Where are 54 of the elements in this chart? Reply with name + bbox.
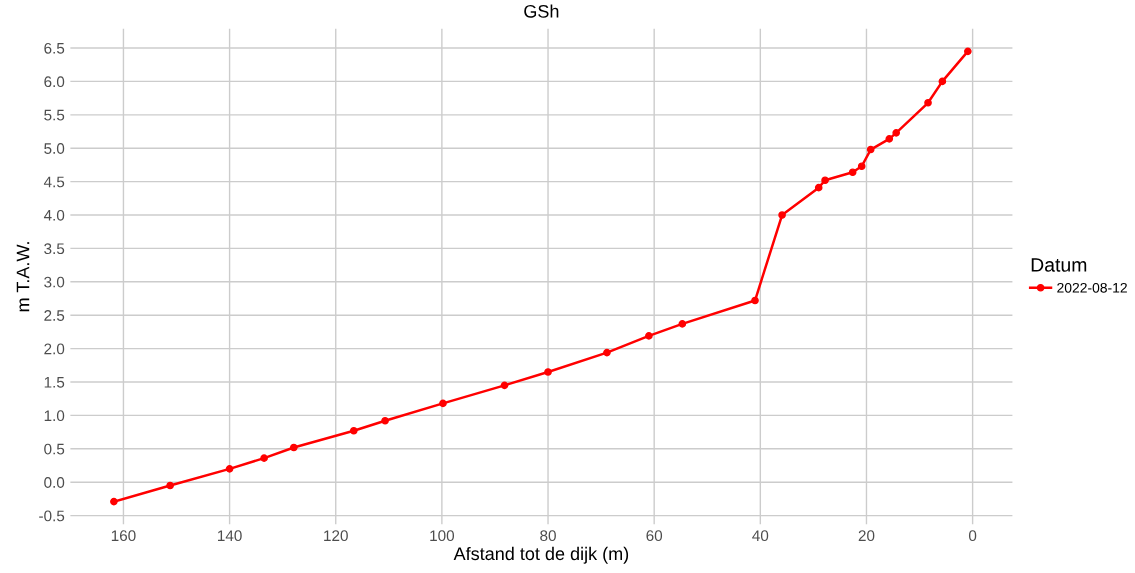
- point: [500, 381, 509, 390]
- y-tick-label: 6.5: [44, 42, 65, 54]
- x-tick-label: 40: [752, 530, 769, 542]
- y-tick-label: 1.5: [44, 377, 65, 388]
- point: [857, 162, 866, 171]
- x-axis-title: Afstand tot de dijk (m): [453, 546, 629, 564]
- y-tick-label: 1.0: [44, 410, 65, 422]
- x-tick-label: 80: [540, 530, 556, 542]
- point: [924, 98, 932, 107]
- point: [751, 296, 759, 305]
- point: [260, 454, 268, 462]
- point: [964, 47, 972, 56]
- y-tick-label: 3.0: [44, 276, 65, 288]
- point: [885, 135, 894, 143]
- point: [645, 332, 653, 340]
- y-axis-title: m T.A.W.: [16, 242, 30, 312]
- point: [678, 320, 687, 328]
- point: [381, 416, 389, 425]
- x-tick-label: 20: [858, 530, 875, 542]
- y-tick-label: 4.0: [43, 209, 65, 221]
- point: [349, 426, 358, 435]
- point: [603, 348, 611, 357]
- y-tick-label: 2.0: [44, 343, 65, 355]
- point: [938, 77, 947, 86]
- point: [892, 129, 901, 137]
- point: [778, 211, 786, 219]
- point: [439, 399, 447, 408]
- y-tick-label: 5.0: [44, 143, 65, 154]
- point: [848, 168, 857, 177]
- x-tick-label: 120: [324, 530, 348, 542]
- x-tick-label: 0: [968, 530, 977, 542]
- x-tick-label: 140: [218, 530, 242, 542]
- y-tick-label: 6.0: [44, 76, 65, 88]
- x-tick-label: 60: [646, 530, 663, 542]
- y-tick-label: 5.5: [44, 109, 65, 121]
- y-tick-label: 0.5: [44, 443, 65, 455]
- point: [866, 145, 875, 154]
- point: [289, 443, 298, 452]
- x-tick-label: 100: [430, 530, 455, 542]
- legend-label: 2022-08-12: [1057, 282, 1127, 293]
- x-tick-label: 160: [111, 530, 136, 542]
- y-tick-label: 3.5: [44, 243, 65, 255]
- y-tick-label: 2.5: [44, 310, 65, 321]
- chart-title: GSh: [524, 4, 559, 18]
- legend-title: Datum: [1031, 258, 1087, 272]
- point: [166, 481, 174, 490]
- y-tick-label: 4.5: [43, 176, 65, 188]
- point: [821, 176, 829, 185]
- point: [110, 497, 118, 506]
- y-tick-label: -0.5: [39, 510, 65, 522]
- point: [225, 465, 234, 473]
- point: [814, 183, 823, 192]
- y-tick-label: 0.0: [44, 477, 65, 488]
- point: [544, 368, 552, 376]
